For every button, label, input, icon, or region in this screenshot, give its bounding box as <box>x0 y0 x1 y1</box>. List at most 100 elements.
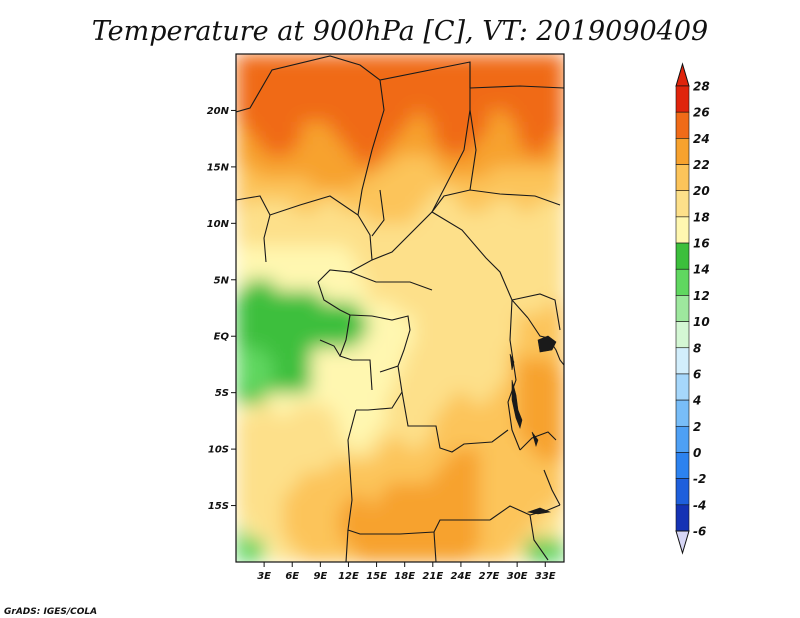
field-cell <box>273 121 284 134</box>
field-cell <box>385 178 396 191</box>
x-tick-label: 30E <box>507 571 528 582</box>
field-cell <box>432 494 443 507</box>
field-cell <box>479 426 490 439</box>
field-cell <box>282 121 293 134</box>
field-cell <box>264 550 275 562</box>
field-cell <box>423 550 434 562</box>
y-tick-label: 15N <box>207 162 230 173</box>
field-cell <box>479 437 490 450</box>
field-cell <box>348 189 359 202</box>
field-cell <box>498 133 509 145</box>
field-cell <box>348 381 359 394</box>
field-cell <box>320 65 331 78</box>
field-cell <box>273 358 284 371</box>
field-cell <box>282 245 293 258</box>
field-cell <box>357 279 368 292</box>
field-cell <box>357 302 368 315</box>
field-cell <box>385 494 396 507</box>
field-cell <box>367 99 378 112</box>
field-cell <box>282 223 293 236</box>
field-cell <box>264 110 275 123</box>
field-cell <box>414 178 425 191</box>
field-cell <box>264 392 275 405</box>
field-cell <box>395 178 406 191</box>
field-cell <box>367 392 378 405</box>
field-cell <box>498 268 509 281</box>
field-cell <box>423 324 434 337</box>
field-cell <box>245 257 256 270</box>
field-cell <box>282 449 293 461</box>
field-cell <box>264 460 275 473</box>
field-cell <box>264 403 275 416</box>
field-cell <box>489 268 499 281</box>
field-cell <box>245 494 256 507</box>
field-cell <box>451 370 462 382</box>
field-cell <box>442 234 453 247</box>
field-cell <box>273 313 284 326</box>
field-cell <box>367 505 378 518</box>
field-cell <box>535 245 546 258</box>
field-cell <box>301 426 312 439</box>
field-cell <box>273 437 284 450</box>
field-cell <box>554 257 564 270</box>
field-cell <box>470 539 481 552</box>
field-cell <box>282 313 293 326</box>
field-cell <box>423 403 434 416</box>
field-cell <box>385 370 396 382</box>
field-cell <box>357 370 368 382</box>
field-cell <box>348 279 359 292</box>
field-cell <box>301 494 312 507</box>
field-cell <box>395 460 406 473</box>
field-cell <box>451 212 462 224</box>
field-cell <box>451 494 462 507</box>
field-cell <box>423 392 434 405</box>
field-cell <box>535 257 546 270</box>
field-cell <box>442 347 453 360</box>
field-cell <box>526 539 537 552</box>
field-cell <box>385 550 396 562</box>
field-cell <box>423 245 434 258</box>
field-cell <box>273 189 284 202</box>
field-cell <box>526 178 537 191</box>
field-cell <box>489 178 499 191</box>
field-cell <box>310 403 321 416</box>
field-cell <box>479 370 490 382</box>
field-cell <box>264 268 275 281</box>
field-cell <box>526 133 537 145</box>
field-cell <box>282 494 293 507</box>
field-cell <box>264 166 275 179</box>
field-cell <box>348 155 359 168</box>
field-cell <box>470 370 481 382</box>
field-cell <box>489 449 499 461</box>
colorbar-label: -6 <box>693 525 706 539</box>
field-cell <box>367 494 378 507</box>
field-cell <box>254 166 265 179</box>
field-cell <box>489 155 499 168</box>
field-cell <box>517 324 528 337</box>
field-cell <box>423 279 434 292</box>
field-cell <box>385 426 396 439</box>
field-cell <box>526 166 537 179</box>
field-cell <box>517 87 528 100</box>
colorbar-box <box>675 85 690 113</box>
field-cell <box>498 245 509 258</box>
field-cell <box>489 460 499 473</box>
field-cell <box>348 268 359 281</box>
field-cell <box>451 505 462 518</box>
field-cell <box>329 336 340 349</box>
field-cell <box>264 65 275 78</box>
field-cell <box>535 403 546 416</box>
field-cell <box>385 76 396 89</box>
field-cell <box>498 200 509 213</box>
field-cell <box>348 166 359 179</box>
field-cell <box>245 381 256 394</box>
field-cell <box>357 87 368 100</box>
field-cell <box>264 155 275 168</box>
field-cell <box>432 449 443 461</box>
field-cell <box>395 437 406 450</box>
colorbar-box <box>675 295 690 322</box>
field-cell <box>554 516 564 529</box>
field-cell <box>367 189 378 202</box>
field-cell <box>545 392 556 405</box>
field-cell <box>545 121 556 134</box>
